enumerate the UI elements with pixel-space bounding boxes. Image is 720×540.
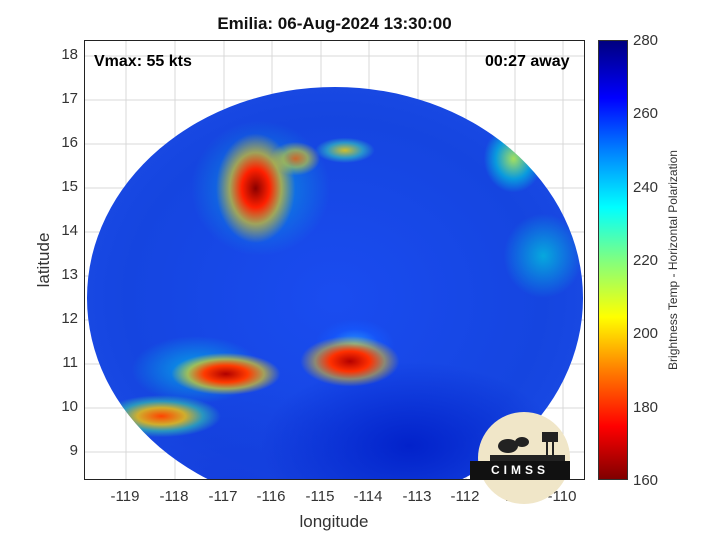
microwave-swath	[87, 87, 583, 479]
x-tick-label: -110	[547, 488, 577, 505]
vmax-annotation: Vmax: 55 kts	[94, 53, 192, 70]
y-axis-label: latitude	[34, 232, 53, 288]
y-tick-label: 15	[61, 178, 78, 195]
y-tick-label: 10	[61, 398, 78, 415]
colorbar-tick-label: 260	[633, 105, 659, 122]
x-tick-label: -114	[353, 488, 383, 505]
y-tick-label: 17	[61, 90, 78, 107]
x-tick-label: -119	[110, 488, 140, 505]
y-tick-label: 18	[61, 46, 78, 63]
map-axes	[84, 40, 585, 480]
colorbar-label: Brightness Temp - Horizontal Polarizatio…	[666, 150, 680, 370]
y-tick-label: 13	[61, 266, 78, 283]
x-tick-label: -115	[305, 488, 335, 505]
time-away-annotation: 00:27 away	[485, 53, 570, 70]
colorbar-tick-label: 200	[633, 325, 659, 342]
colorbar	[598, 40, 628, 480]
y-tick-label: 12	[61, 310, 78, 327]
chart-title: Emilia: 06-Aug-2024 13:30:00	[217, 14, 452, 33]
colorbar-tick-label: 240	[633, 179, 659, 196]
y-tick-label: 9	[69, 442, 78, 459]
colorbar-tick-label: 180	[633, 399, 659, 416]
logo-text: CIMSS	[470, 461, 570, 480]
y-tick-label: 16	[61, 134, 78, 151]
y-tick-label: 11	[62, 354, 78, 371]
x-tick-label: -112	[450, 488, 480, 505]
x-tick-label: -116	[256, 488, 286, 505]
cimss-logo: CIMSS	[470, 410, 570, 504]
x-tick-label: -118	[159, 488, 189, 505]
x-axis-label: longitude	[299, 512, 369, 531]
y-tick-label: 14	[61, 222, 78, 239]
x-tick-label: -113	[402, 488, 432, 505]
colorbar-tick-label: 160	[633, 472, 659, 489]
colorbar-tick-label: 220	[633, 252, 659, 269]
colorbar-tick-label: 280	[633, 32, 659, 49]
x-tick-label: -117	[208, 488, 238, 505]
satellite-dish-icon	[490, 432, 565, 462]
